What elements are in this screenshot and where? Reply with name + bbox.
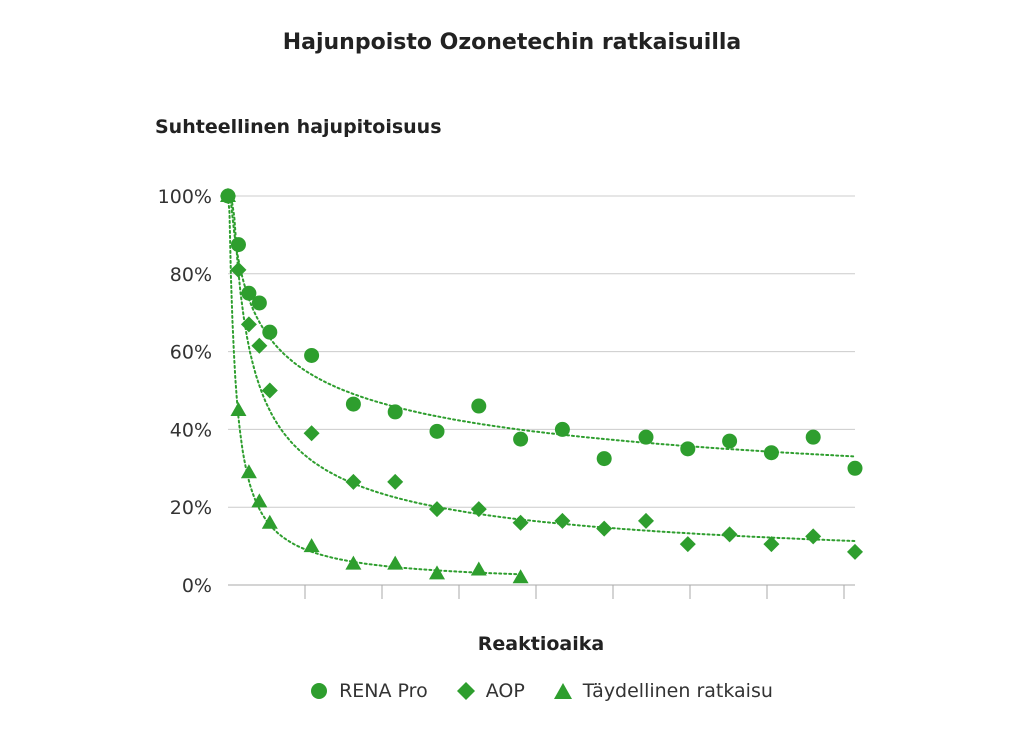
data-point-diamond (847, 543, 863, 560)
trendline (227, 195, 856, 458)
legend: RENA Pro AOP Täydellinen ratkaisu (0, 680, 1024, 702)
data-point-circle (805, 429, 821, 445)
data-point-diamond (721, 526, 738, 543)
trendline (227, 195, 856, 542)
data-point-diamond (763, 536, 780, 553)
data-point-diamond (240, 316, 257, 333)
data-point-circle (638, 429, 654, 445)
data-point-diamond (429, 501, 445, 518)
triangle-marker-icon (553, 683, 572, 699)
legend-item-aop: AOP (456, 680, 525, 702)
data-point-triangle (512, 569, 529, 584)
legend-label: RENA Pro (339, 680, 428, 702)
y-tick-label: 0% (182, 575, 212, 597)
data-point-circle (304, 347, 320, 363)
data-point-diamond (261, 382, 278, 399)
data-point-triangle (240, 464, 257, 479)
data-point-circle (345, 396, 361, 412)
data-point-circle (554, 421, 570, 437)
data-point-diamond (230, 261, 247, 278)
data-point-triangle (251, 493, 268, 508)
data-point-triangle (220, 188, 236, 202)
data-point-circle (763, 445, 779, 461)
y-axis-label: Suhteellinen hajupitoisuus (155, 116, 442, 138)
data-point-circle (251, 295, 267, 311)
data-point-diamond (470, 501, 487, 518)
data-point-circle (230, 237, 246, 253)
x-axis-label: Reaktioaika (477, 633, 605, 655)
y-tick-label: 100% (158, 186, 212, 208)
data-point-diamond (387, 473, 404, 490)
legend-item-rena-pro: RENA Pro (309, 680, 428, 702)
data-point-circle (471, 398, 487, 414)
legend-item-taydellinen-ratkaisu: Täydellinen ratkaisu (553, 680, 773, 702)
data-point-circle (387, 404, 403, 420)
data-point-circle (429, 423, 445, 439)
y-tick-label: 80% (170, 264, 212, 286)
data-point-circle (241, 285, 257, 301)
diamond-marker-icon (456, 682, 475, 700)
data-point-diamond (512, 514, 529, 531)
data-point-diamond (554, 512, 571, 529)
y-tick-label: 20% (170, 497, 212, 519)
data-point-triangle (261, 514, 278, 529)
legend-label: Täydellinen ratkaisu (582, 680, 773, 702)
y-tick-label: 60% (170, 342, 212, 364)
y-tick-label: 40% (170, 419, 212, 441)
data-point-triangle (429, 565, 445, 580)
data-point-diamond (345, 473, 362, 490)
circle-marker-icon (311, 683, 328, 699)
data-point-circle (513, 431, 529, 447)
data-point-circle (722, 433, 738, 449)
data-point-diamond (638, 512, 654, 529)
chart-title: Hajunpoisto Ozonetechin ratkaisuilla (282, 30, 742, 55)
data-point-circle (680, 441, 696, 457)
data-point-diamond (679, 536, 696, 553)
data-point-triangle (470, 561, 487, 576)
trendline (227, 195, 522, 576)
data-point-diamond (596, 520, 613, 537)
data-point-circle (262, 324, 278, 340)
data-point-diamond (303, 425, 320, 442)
data-point-diamond (805, 528, 822, 545)
legend-label: AOP (485, 680, 525, 702)
data-point-triangle (230, 401, 247, 416)
data-point-triangle (387, 555, 404, 570)
data-point-triangle (303, 538, 320, 553)
data-point-diamond (251, 337, 268, 354)
data-point-triangle (345, 555, 362, 570)
data-point-circle (847, 460, 863, 476)
data-point-circle (596, 451, 612, 467)
